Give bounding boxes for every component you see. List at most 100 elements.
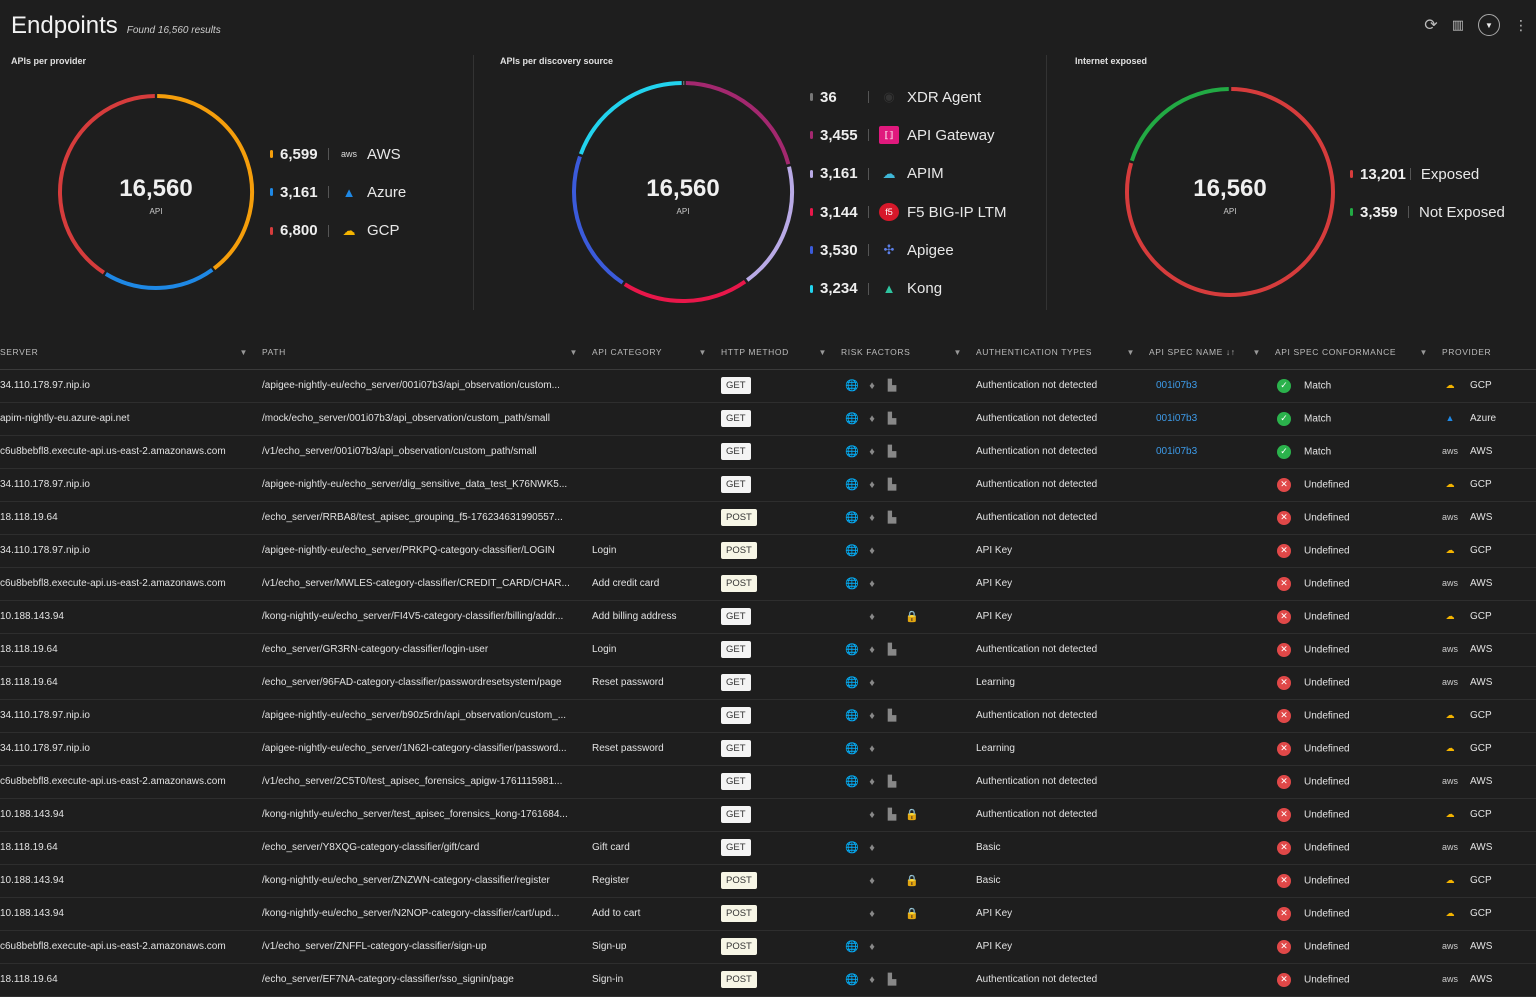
table-row[interactable]: c6u8bebfl8.execute-api.us-east-2.amazona… (0, 435, 1536, 468)
path-cell[interactable]: /kong-nightly-eu/echo_server/N2NOP-categ… (262, 897, 592, 930)
table-row[interactable]: 10.188.143.94/kong-nightly-eu/echo_serve… (0, 798, 1536, 831)
conformance-cell: ✕Undefined (1275, 864, 1442, 897)
path-cell[interactable]: /apigee-nightly-eu/echo_server/dig_sensi… (262, 468, 592, 501)
path-cell[interactable]: /v1/echo_server/MWLES-category-classifie… (262, 567, 592, 600)
column-header-api-spec-name[interactable]: API SPEC NAME ↓↑▼ (1149, 336, 1275, 369)
table-row[interactable]: 34.110.178.97.nip.io/apigee-nightly-eu/e… (0, 732, 1536, 765)
aws-icon: aws (1442, 677, 1458, 687)
table-row[interactable]: 18.118.19.64/echo_server/Y8XQG-category-… (0, 831, 1536, 864)
path-cell[interactable]: /echo_server/EF7NA-category-classifier/s… (262, 963, 592, 996)
risk-factors-cell: 🌐♦ (841, 534, 976, 567)
risk-factors-cell: 🌐♦▙ (841, 765, 976, 798)
table-row[interactable]: 10.188.143.94/kong-nightly-eu/echo_serve… (0, 864, 1536, 897)
spec-name-link[interactable]: 001i07b3 (1156, 446, 1197, 457)
category-cell (592, 501, 721, 534)
column-header-path[interactable]: PATH▼ (262, 336, 592, 369)
spec-name-link[interactable]: 001i07b3 (1156, 413, 1197, 424)
risk-factors-cell: ♦🔒 (841, 897, 976, 930)
category-cell: Add to cart (592, 897, 721, 930)
table-row[interactable]: c6u8bebfl8.execute-api.us-east-2.amazona… (0, 567, 1536, 600)
server-cell: 10.188.143.94 (0, 864, 262, 897)
table-row[interactable]: 10.188.143.94/kong-nightly-eu/echo_serve… (0, 897, 1536, 930)
auth-type-cell: Authentication not detected (976, 369, 1149, 402)
path-cell[interactable]: /v1/echo_server/001i07b3/api_observation… (262, 435, 592, 468)
table-row[interactable]: apim-nightly-eu.azure-api.net/mock/echo_… (0, 402, 1536, 435)
category-cell: Register (592, 864, 721, 897)
globe-icon: 🌐 (845, 973, 859, 986)
filter-icon[interactable]: ▼ (1252, 348, 1261, 357)
path-cell[interactable]: /echo_server/GR3RN-category-classifier/l… (262, 633, 592, 666)
http-method-badge: POST (721, 575, 757, 592)
column-header-api-category[interactable]: API CATEGORY▼ (592, 336, 721, 369)
table-row[interactable]: 34.110.178.97.nip.io/apigee-nightly-eu/e… (0, 534, 1536, 567)
donut-segment-not-exposed[interactable] (1132, 89, 1229, 161)
path-cell[interactable]: /echo_server/96FAD-category-classifier/p… (262, 666, 592, 699)
auth-type-cell: API Key (976, 930, 1149, 963)
filter-icon[interactable]: ▼ (818, 348, 827, 357)
path-cell[interactable]: /apigee-nightly-eu/echo_server/001i07b3/… (262, 369, 592, 402)
path-cell[interactable]: /kong-nightly-eu/echo_server/ZNZWN-categ… (262, 864, 592, 897)
provider-label: AWS (1470, 644, 1492, 655)
table-row[interactable]: 34.110.178.97.nip.io/apigee-nightly-eu/e… (0, 369, 1536, 402)
diamond-icon: ♦ (865, 743, 879, 755)
path-cell[interactable]: /v1/echo_server/2C5T0/test_apisec_forens… (262, 765, 592, 798)
http-method-badge: POST (721, 938, 757, 955)
table-row[interactable]: 18.118.19.64/echo_server/RRBA8/test_apis… (0, 501, 1536, 534)
path-cell[interactable]: /mock/echo_server/001i07b3/api_observati… (262, 402, 592, 435)
provider-label: GCP (1470, 380, 1492, 391)
filter-icon[interactable]: ▼ (698, 348, 707, 357)
diamond-icon: ♦ (865, 842, 879, 854)
path-cell[interactable]: /v1/echo_server/ZNFFL-category-classifie… (262, 930, 592, 963)
path-cell[interactable]: /apigee-nightly-eu/echo_server/1N62I-cat… (262, 732, 592, 765)
filter-icon[interactable]: ▼ (953, 348, 962, 357)
endpoints-table: SERVER▼PATH▼API CATEGORY▼HTTP METHOD▼RIS… (0, 336, 1536, 997)
spec-name-link[interactable]: 001i07b3 (1156, 380, 1197, 391)
method-cell: POST (721, 930, 841, 963)
auth-type-cell: Authentication not detected (976, 765, 1149, 798)
path-cell[interactable]: /echo_server/Y8XQG-category-classifier/g… (262, 831, 592, 864)
column-header-authentication-types[interactable]: AUTHENTICATION TYPES ▼ (976, 336, 1149, 369)
spec-name-cell: 001i07b3 (1149, 369, 1275, 402)
column-header-server[interactable]: SERVER ▼ (0, 336, 262, 369)
table-row[interactable]: 18.118.19.64/echo_server/GR3RN-category-… (0, 633, 1536, 666)
http-method-badge: GET (721, 377, 751, 394)
path-cell[interactable]: /echo_server/RRBA8/test_apisec_grouping_… (262, 501, 592, 534)
method-cell: GET (721, 402, 841, 435)
column-label: PROVIDER (1442, 347, 1491, 357)
table-row[interactable]: c6u8bebfl8.execute-api.us-east-2.amazona… (0, 930, 1536, 963)
risk-factors-cell: 🌐♦ (841, 732, 976, 765)
filter-icon[interactable]: ▼ (1419, 348, 1428, 357)
column-label: AUTHENTICATION TYPES (976, 347, 1092, 357)
path-cell[interactable]: /apigee-nightly-eu/echo_server/PRKPQ-cat… (262, 534, 592, 567)
provider-label: AWS (1470, 677, 1492, 688)
method-cell: GET (721, 633, 841, 666)
filter-icon[interactable]: ▼ (1126, 348, 1135, 357)
column-header-risk-factors[interactable]: RISK FACTORS▼ (841, 336, 976, 369)
column-header-http-method[interactable]: HTTP METHOD▼ (721, 336, 841, 369)
http-method-badge: GET (721, 443, 751, 460)
path-cell[interactable]: /kong-nightly-eu/echo_server/FI4V5-categ… (262, 600, 592, 633)
spec-name-cell (1149, 765, 1275, 798)
table-row[interactable]: c6u8bebfl8.execute-api.us-east-2.amazona… (0, 765, 1536, 798)
table-row[interactable]: 18.118.19.64/echo_server/EF7NA-category-… (0, 963, 1536, 996)
column-header-provider[interactable]: PROVIDER (1442, 336, 1536, 369)
http-method-badge: GET (721, 773, 751, 790)
server-cell: c6u8bebfl8.execute-api.us-east-2.amazona… (0, 930, 262, 963)
provider-label: GCP (1470, 710, 1492, 721)
path-cell[interactable]: /kong-nightly-eu/echo_server/test_apisec… (262, 798, 592, 831)
filter-icon[interactable]: ▼ (569, 348, 578, 357)
table-row[interactable]: 18.118.19.64/echo_server/96FAD-category-… (0, 666, 1536, 699)
filter-icon[interactable]: ▼ (239, 348, 248, 357)
path-cell[interactable]: /apigee-nightly-eu/echo_server/b90z5rdn/… (262, 699, 592, 732)
globe-icon: 🌐 (845, 775, 859, 788)
table-row[interactable]: 34.110.178.97.nip.io/apigee-nightly-eu/e… (0, 468, 1536, 501)
table-row[interactable]: 34.110.178.97.nip.io/apigee-nightly-eu/e… (0, 699, 1536, 732)
column-label: SERVER (0, 347, 38, 357)
conformance-label: Undefined (1304, 644, 1350, 655)
column-header-api-spec-conformance[interactable]: API SPEC CONFORMANCE▼ (1275, 336, 1442, 369)
table-row[interactable]: 10.188.143.94/kong-nightly-eu/echo_serve… (0, 600, 1536, 633)
provider-cell: ☁GCP (1442, 600, 1536, 633)
aws-icon: aws (1442, 974, 1458, 984)
